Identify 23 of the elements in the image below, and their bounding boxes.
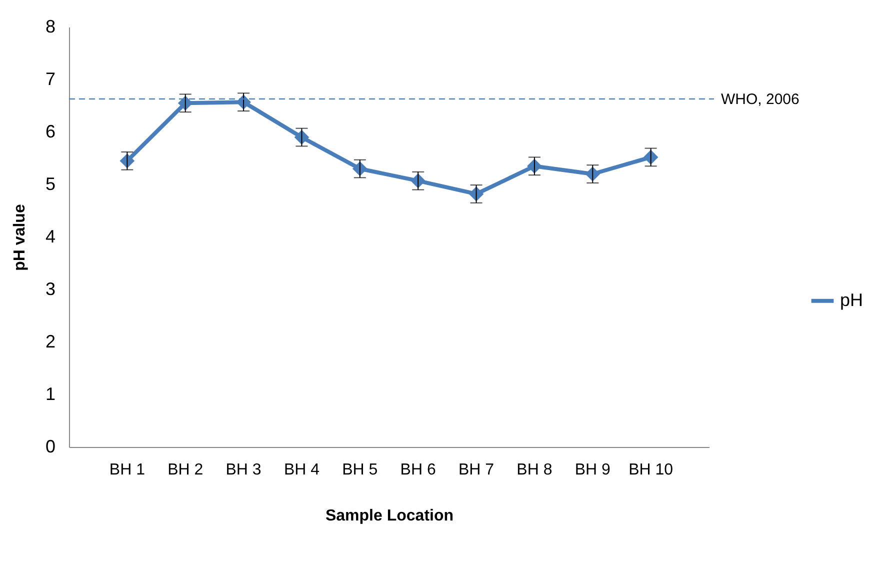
x-tick-label: BH 2 [168,462,204,478]
y-tick-label: 5 [45,174,56,194]
y-tick-label: 1 [45,384,56,404]
x-tick-label: BH 6 [400,462,436,478]
y-axis-title: pH value [11,204,28,271]
x-tick-label: BH 7 [458,462,494,478]
y-tick-label: 4 [45,226,56,246]
x-tick-label: BH 3 [226,462,262,478]
x-axis-title: Sample Location [325,508,454,524]
x-tick-label: BH 8 [516,462,552,478]
ref-line-label: WHO, 2006 [721,90,800,108]
x-tick-label: BH 1 [109,462,146,478]
y-tick-label: 0 [45,436,56,456]
y-tick-label: 2 [45,332,56,352]
legend-label: pH [840,290,864,310]
y-tick-label: 7 [45,69,56,89]
y-tick-label: 3 [45,279,56,299]
x-tick-label: BH 9 [574,462,611,478]
y-tick-label: 6 [45,122,56,142]
x-tick-label: BH 10 [628,462,674,478]
y-tick-label: 8 [45,16,56,36]
x-tick-label: BH 4 [284,462,320,478]
x-tick-label: BH 5 [342,462,378,478]
